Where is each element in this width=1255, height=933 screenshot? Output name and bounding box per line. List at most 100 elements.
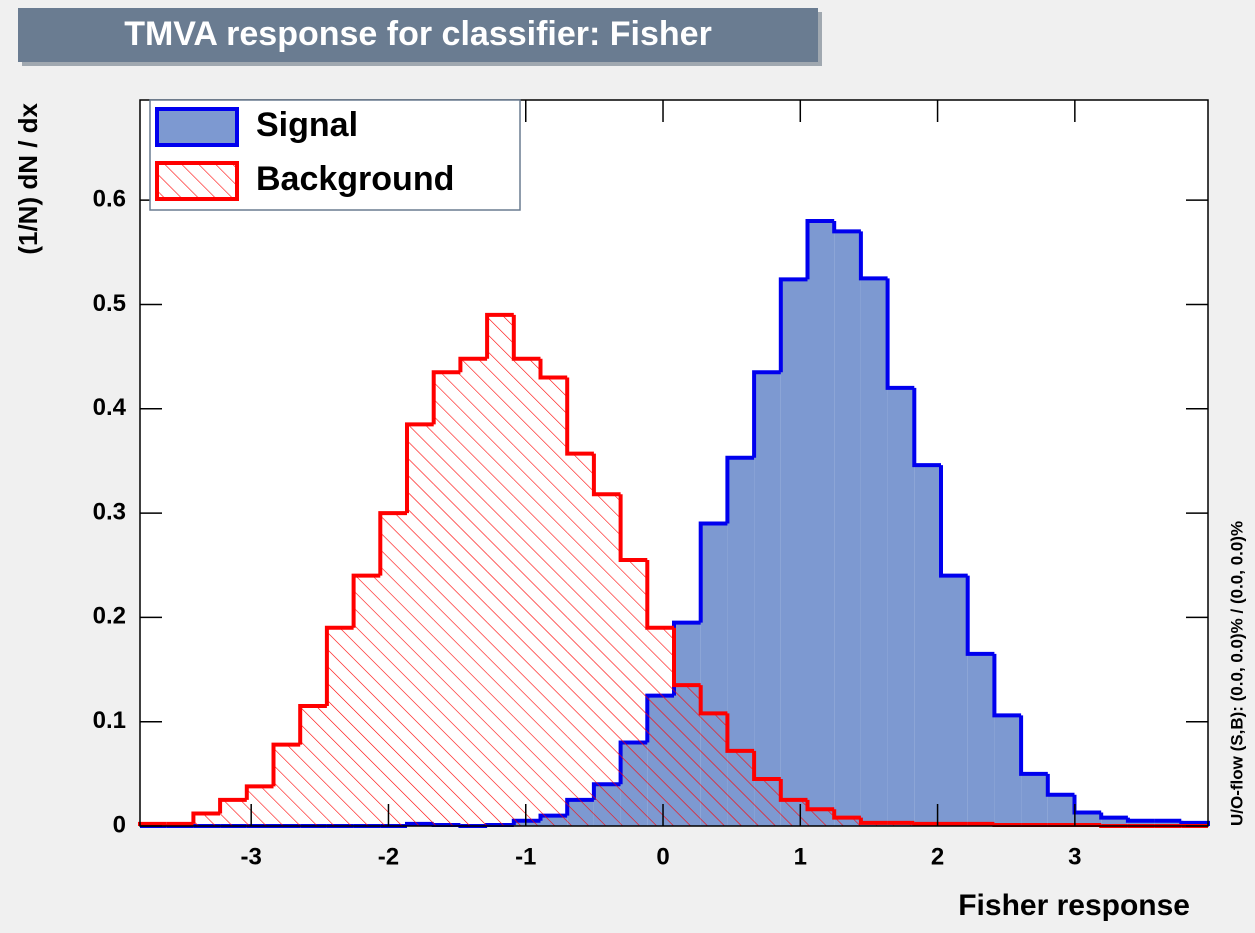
- y-tick-label: 0.3: [93, 498, 126, 525]
- bar: [780, 279, 808, 826]
- bar-outline: [832, 221, 861, 234]
- bar-outline: [298, 704, 327, 745]
- bar-outline: [672, 627, 701, 688]
- axes: 0 0.1 0.2 0.3 0.4 0.5 0.6 -3 -2 -1 0 1 2 3: [93, 100, 1208, 870]
- bar: [807, 809, 835, 826]
- bar-outline: [805, 799, 835, 812]
- bar: [220, 799, 247, 826]
- bar: [647, 627, 674, 826]
- bar-outline: [725, 455, 755, 524]
- bar-outline: [752, 750, 781, 782]
- plot-frame: [139, 99, 1209, 827]
- bar: [1101, 817, 1128, 826]
- bar-outline: [858, 817, 888, 825]
- x-axis-label: Fisher response: [958, 889, 1190, 922]
- x-tick-label: -3: [241, 843, 262, 870]
- bar-outline: [378, 511, 407, 576]
- x-tick-label: -1: [515, 843, 536, 870]
- legend-label: Background: [256, 160, 454, 198]
- bar-outline: [912, 821, 941, 826]
- bar-outline: [538, 358, 568, 380]
- bar-outline: [591, 453, 621, 497]
- bar-outline: [778, 779, 808, 802]
- bar-outline: [324, 625, 354, 707]
- bar: [593, 494, 621, 826]
- title-box: [18, 8, 818, 62]
- bar-outline: [965, 575, 995, 656]
- x-tick-label: 1: [794, 843, 807, 870]
- bar: [1154, 820, 1182, 826]
- bar: [273, 744, 301, 826]
- legend-swatch: [155, 107, 239, 147]
- x-tick-label: 3: [1068, 843, 1081, 870]
- y-tick-label: 0.2: [93, 603, 126, 630]
- bar: [700, 713, 728, 826]
- bar-outline: [271, 742, 301, 787]
- bar: [887, 387, 915, 826]
- bar: [353, 575, 381, 826]
- y-tick-label: 0.4: [93, 394, 127, 421]
- histogram: [138, 219, 1210, 828]
- bar: [1127, 820, 1155, 826]
- bar-outline: [1125, 817, 1155, 823]
- bar-outline: [858, 231, 888, 281]
- x-tick-label: 0: [656, 843, 669, 870]
- bar-outline: [752, 370, 781, 458]
- bar: [780, 799, 808, 826]
- bar: [1047, 794, 1075, 826]
- y-tick-label: 0: [113, 811, 126, 838]
- bar: [674, 685, 701, 826]
- bar-outline: [218, 797, 247, 814]
- bar: [487, 314, 514, 826]
- bar: [513, 358, 541, 826]
- bar-outline: [244, 784, 274, 800]
- bar-outline: [645, 560, 674, 630]
- bar-outline: [698, 685, 728, 716]
- bar: [860, 278, 888, 826]
- bar-outline: [618, 494, 648, 563]
- bar-outline: [939, 465, 968, 578]
- bar-outline: [698, 521, 728, 623]
- bar-outline: [992, 653, 1022, 718]
- x-tick-label: -2: [378, 843, 399, 870]
- bar: [941, 575, 968, 826]
- bar-outline: [351, 573, 381, 628]
- bar-outline: [405, 422, 434, 514]
- legend-label: Signal: [256, 106, 358, 144]
- bar: [1074, 812, 1102, 826]
- bar-outline: [992, 822, 1022, 827]
- bar: [380, 513, 407, 826]
- y-tick-label: 0.6: [93, 185, 126, 212]
- bar: [1021, 773, 1048, 826]
- bar: [754, 779, 781, 826]
- annotation: U/O-flow (S,B): (0.0, 0.0)% / (0.0, 0.0)…: [1227, 521, 1246, 826]
- bar-outline: [458, 356, 488, 373]
- bar-outline: [511, 314, 541, 361]
- bar: [460, 358, 488, 826]
- bar-outline: [778, 277, 808, 373]
- bar-outline: [191, 811, 221, 824]
- x-tick-label: 2: [931, 843, 944, 870]
- y-tick-label: 0.5: [93, 290, 126, 317]
- bar-outline: [1045, 773, 1075, 797]
- bar: [727, 750, 755, 826]
- bar-outline: [805, 219, 835, 280]
- bar: [914, 465, 941, 826]
- legend: Signal Background: [149, 99, 521, 211]
- bar: [754, 372, 781, 826]
- bar: [407, 424, 434, 826]
- bar: [540, 377, 568, 826]
- bar-outline: [725, 713, 755, 753]
- bar: [967, 653, 995, 826]
- chart-title: TMVA response for classifier: Fisher: [124, 15, 712, 53]
- bar: [834, 817, 861, 826]
- bar-outline: [1099, 812, 1128, 820]
- bar-outline: [431, 370, 461, 425]
- bar-outline: [912, 387, 941, 468]
- bar: [300, 706, 327, 826]
- bar-outline: [485, 312, 514, 359]
- y-axis-label: (1/N) dN / dx: [13, 102, 43, 254]
- bar-outline: [565, 377, 594, 456]
- bar: [567, 453, 594, 826]
